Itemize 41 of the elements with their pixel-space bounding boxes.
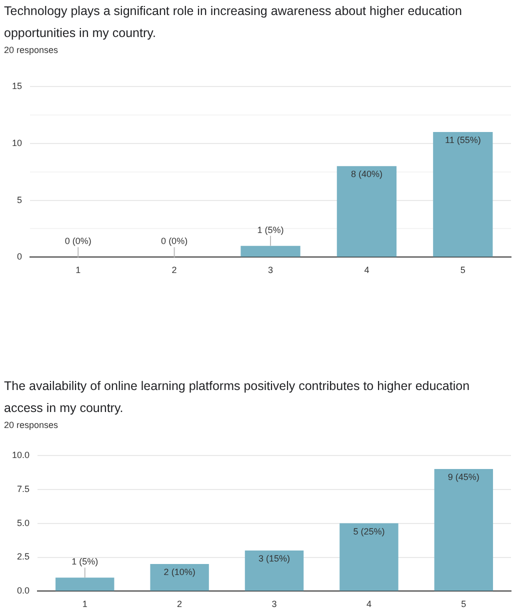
data-label: 0 (0%) xyxy=(64,236,92,246)
y-tick-label: 5.0 xyxy=(17,518,30,528)
bar xyxy=(244,550,304,591)
x-tick-label: 5 xyxy=(461,599,466,610)
data-label: 0 (0%) xyxy=(161,236,188,246)
chart-title: The availability of online learning platforms positively contributes to higher education access in my country. xyxy=(3,378,471,417)
y-tick-label: 2.5 xyxy=(17,552,30,562)
x-tick-label: 3 xyxy=(272,599,277,610)
data-label: 8 (40%) xyxy=(350,169,382,180)
data-label: 1 (5%) xyxy=(257,224,284,235)
data-label: 2 (10%) xyxy=(164,567,196,578)
y-tick-label: 0.0 xyxy=(17,586,30,596)
x-tick-label: 4 xyxy=(364,265,370,276)
bar xyxy=(336,166,397,257)
bar xyxy=(434,468,494,591)
y-tick-label: 7.5 xyxy=(17,484,30,494)
data-label: 9 (45%) xyxy=(448,472,480,482)
x-tick-label: 5 xyxy=(460,265,466,276)
y-tick-label: 5 xyxy=(16,194,22,205)
y-tick-label: 10 xyxy=(12,138,22,148)
bar xyxy=(56,578,114,591)
y-tick-label: 10.0 xyxy=(12,450,30,460)
x-tick-label: 1 xyxy=(82,599,88,610)
bar xyxy=(433,132,493,257)
chart-subtitle: 20 responses xyxy=(3,420,60,430)
chart-subtitle: 20 responses xyxy=(3,45,60,55)
data-label: 5 (25%) xyxy=(353,526,385,536)
x-tick-label: 2 xyxy=(177,599,182,610)
x-tick-label: 2 xyxy=(172,265,177,276)
bar xyxy=(240,246,300,257)
y-tick-label: 0 xyxy=(16,252,22,262)
x-tick-label: 1 xyxy=(76,265,81,276)
data-label: 3 (15%) xyxy=(258,553,290,564)
bar xyxy=(340,523,398,591)
bar xyxy=(150,564,209,591)
y-tick-label: 15 xyxy=(12,80,22,91)
data-label: 1 (5%) xyxy=(72,556,98,567)
data-label: 11 (55%) xyxy=(444,134,481,145)
x-tick-label: 4 xyxy=(366,599,372,610)
x-tick-label: 3 xyxy=(268,265,274,276)
chart-title: Technology plays a significant role in increasing awareness about higher education opportunities in my country. xyxy=(3,3,463,42)
